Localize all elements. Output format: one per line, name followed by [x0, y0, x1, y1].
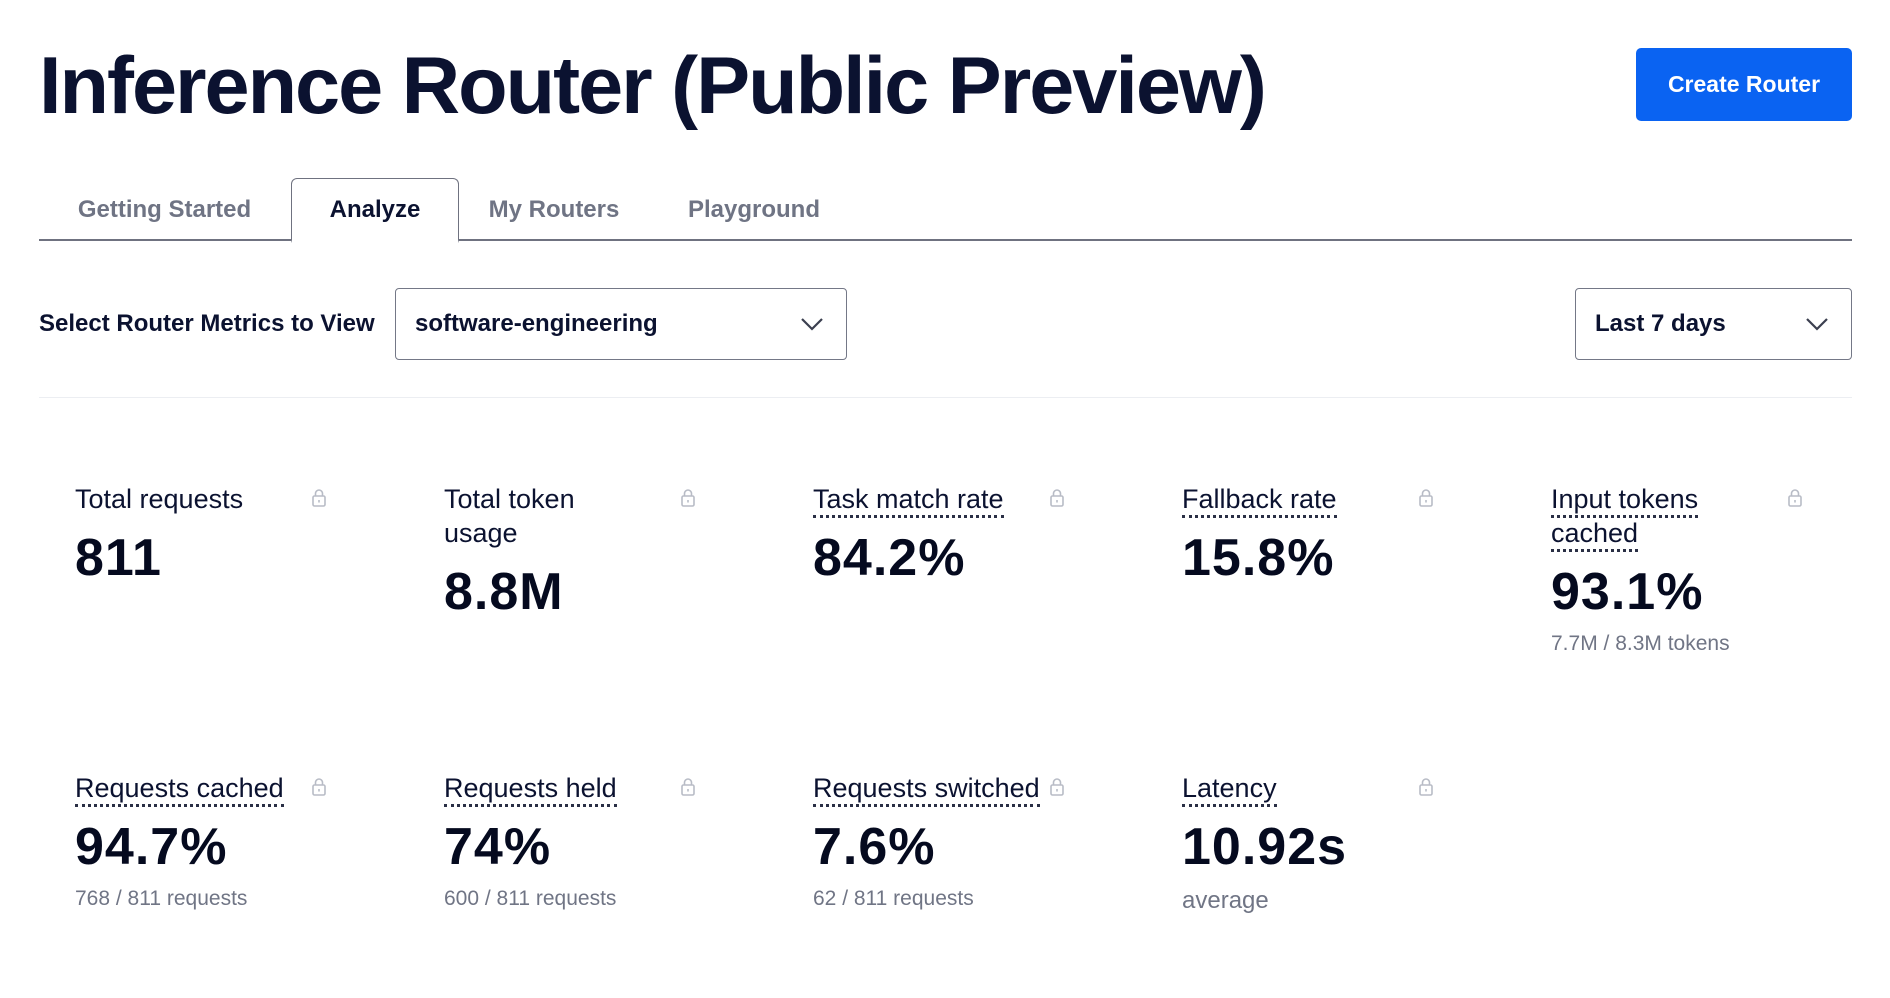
lock-icon	[680, 777, 696, 797]
metric-value: 93.1%	[1551, 563, 1704, 621]
metric-card-requests-held: Requests held 74% 600 / 811 requests	[444, 771, 704, 911]
chevron-down-icon	[1806, 318, 1828, 331]
metric-label-wrap: Total token usage	[444, 482, 614, 550]
metric-subtext: 62 / 811 requests	[813, 887, 974, 910]
metric-label: Total token usage	[444, 484, 575, 548]
metric-label-wrap: Total requests	[75, 482, 305, 516]
metric-card-total-token-usage: Total token usage 8.8M	[444, 482, 704, 620]
create-router-button[interactable]: Create Router	[1636, 48, 1852, 121]
tab-my-routers[interactable]: My Routers	[459, 178, 649, 241]
metric-subtext: 768 / 811 requests	[75, 887, 248, 910]
metric-label[interactable]: Requests switched	[813, 773, 1040, 807]
metric-label[interactable]: Input tokens cached	[1551, 484, 1699, 552]
metric-card-total-requests: Total requests 811	[75, 482, 335, 586]
lock-icon	[1049, 488, 1065, 508]
lock-icon	[311, 777, 327, 797]
lock-icon	[680, 488, 696, 508]
metric-label-wrap: Latency	[1182, 771, 1412, 807]
tab-label: Getting Started	[77, 195, 252, 223]
metric-value: 811	[75, 529, 162, 587]
metric-card-task-match-rate: Task match rate 84.2%	[813, 482, 1073, 586]
metric-value: 84.2%	[813, 529, 966, 587]
section-divider	[39, 397, 1852, 398]
date-range-select[interactable]: Last 7 days	[1575, 288, 1852, 360]
metric-label: Total requests	[75, 484, 244, 514]
metric-subtext: 7.7M / 8.3M tokens	[1551, 632, 1730, 655]
tab-bar: Getting Started Analyze My Routers Playg…	[39, 178, 1852, 243]
date-range-value: Last 7 days	[1595, 310, 1726, 337]
metric-label-wrap: Task match rate	[813, 482, 1043, 518]
tab-label: My Routers	[488, 195, 620, 223]
metric-subtext: 600 / 811 requests	[444, 887, 617, 910]
metric-label[interactable]: Latency	[1182, 773, 1277, 807]
tab-playground[interactable]: Playground	[649, 178, 859, 241]
tab-analyze[interactable]: Analyze	[291, 178, 459, 243]
metric-label-wrap: Requests switched	[813, 771, 1043, 807]
metric-card-requests-switched: Requests switched 7.6% 62 / 811 requests	[813, 771, 1073, 911]
metric-label-wrap: Input tokens cached	[1551, 482, 1779, 552]
metric-label[interactable]: Task match rate	[813, 484, 1004, 518]
lock-icon	[1418, 488, 1434, 508]
metric-value: 15.8%	[1182, 529, 1335, 587]
metric-value: 8.8M	[444, 563, 564, 621]
metric-card-requests-cached: Requests cached 94.7% 768 / 811 requests	[75, 771, 335, 911]
lock-icon	[1418, 777, 1434, 797]
lock-icon	[311, 488, 327, 508]
metric-value: 94.7%	[75, 818, 228, 876]
lock-icon	[1049, 777, 1065, 797]
router-select[interactable]: software-engineering	[395, 288, 847, 360]
metric-label-wrap: Requests held	[444, 771, 674, 807]
metric-card-fallback-rate: Fallback rate 15.8%	[1182, 482, 1442, 586]
metric-label[interactable]: Requests cached	[75, 773, 284, 807]
tab-label: Analyze	[329, 195, 421, 223]
metrics-select-label: Select Router Metrics to View	[39, 310, 375, 337]
metric-card-input-tokens-cached: Input tokens cached 93.1% 7.7M / 8.3M toke…	[1551, 482, 1811, 656]
metric-label-wrap: Fallback rate	[1182, 482, 1412, 518]
chevron-down-icon	[801, 318, 823, 331]
metric-value: 74%	[444, 818, 552, 876]
lock-icon	[1787, 488, 1803, 508]
tab-getting-started[interactable]: Getting Started	[39, 178, 290, 241]
metric-subtext: average	[1182, 887, 1269, 914]
metric-value: 7.6%	[813, 818, 936, 876]
metric-label[interactable]: Fallback rate	[1182, 484, 1337, 518]
router-select-value: software-engineering	[415, 310, 658, 337]
tab-label: Playground	[687, 195, 820, 223]
metric-label[interactable]: Requests held	[444, 773, 617, 807]
metric-value: 10.92s	[1182, 818, 1348, 876]
page-title: Inference Router (Public Preview)	[39, 41, 1267, 131]
metric-label-wrap: Requests cached	[75, 771, 305, 807]
metric-card-latency: Latency 10.92s average	[1182, 771, 1442, 915]
